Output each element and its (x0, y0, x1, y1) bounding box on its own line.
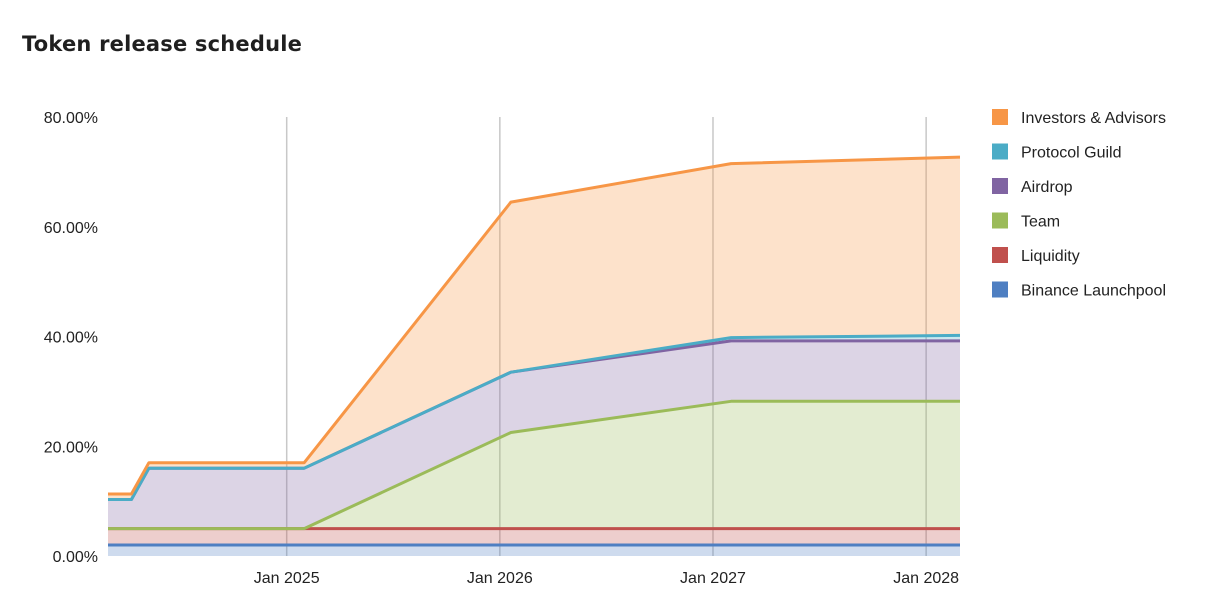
legend-item[interactable]: Binance Launchpool (992, 281, 1166, 300)
legend-swatch (992, 143, 1008, 160)
legend-label: Binance Launchpool (1021, 283, 1166, 300)
legend-label: Liquidity (1021, 248, 1080, 265)
area-binance-launchpool (108, 545, 960, 556)
legend-item[interactable]: Airdrop (992, 178, 1073, 196)
line-team (108, 399, 960, 531)
legend-label: Team (1021, 214, 1060, 231)
legend-label: Airdrop (1021, 179, 1073, 196)
area-liquidity (108, 528, 960, 545)
legend-swatch (992, 178, 1008, 194)
area-fills (108, 157, 960, 556)
line-protocol-guild (108, 333, 961, 501)
legend-swatch (992, 109, 1008, 125)
chart-title: Token release schedule (22, 32, 303, 56)
y-tick-label: 0.00% (53, 549, 98, 566)
y-tick-label: 40.00% (44, 330, 98, 347)
line-investors-advisors (108, 155, 961, 496)
x-tick-label: Jan 2027 (680, 570, 746, 587)
legend-item[interactable]: Investors & Advisors (992, 109, 1166, 127)
x-tick-label: Jan 2025 (254, 570, 320, 587)
y-tick-label: 20.00% (44, 439, 98, 456)
legend[interactable]: Investors & Advisors Protocol Guild Airdro… (992, 109, 1166, 300)
x-tick-label: Jan 2028 (893, 570, 959, 587)
legend-item[interactable]: Protocol Guild (992, 143, 1122, 162)
axis-labels: Jan 2025 Jan 2026 Jan 2027 Jan 2028 0.00% 20.… (44, 110, 959, 587)
x-tick-label: Jan 2026 (467, 570, 533, 587)
legend-swatch (992, 281, 1008, 298)
y-tick-label: 60.00% (44, 220, 98, 237)
legend-item[interactable]: Liquidity (992, 247, 1080, 265)
legend-swatch (992, 212, 1008, 229)
area-investors-advisors (108, 157, 960, 500)
area-team (108, 401, 960, 529)
legend-item[interactable]: Team (992, 212, 1060, 231)
legend-label: Protocol Guild (1021, 145, 1122, 162)
area-airdrop (108, 340, 960, 529)
y-tick-label: 80.00% (44, 110, 98, 127)
series-lines (108, 155, 961, 547)
legend-label: Investors & Advisors (1021, 110, 1166, 127)
legend-swatch (992, 247, 1008, 263)
